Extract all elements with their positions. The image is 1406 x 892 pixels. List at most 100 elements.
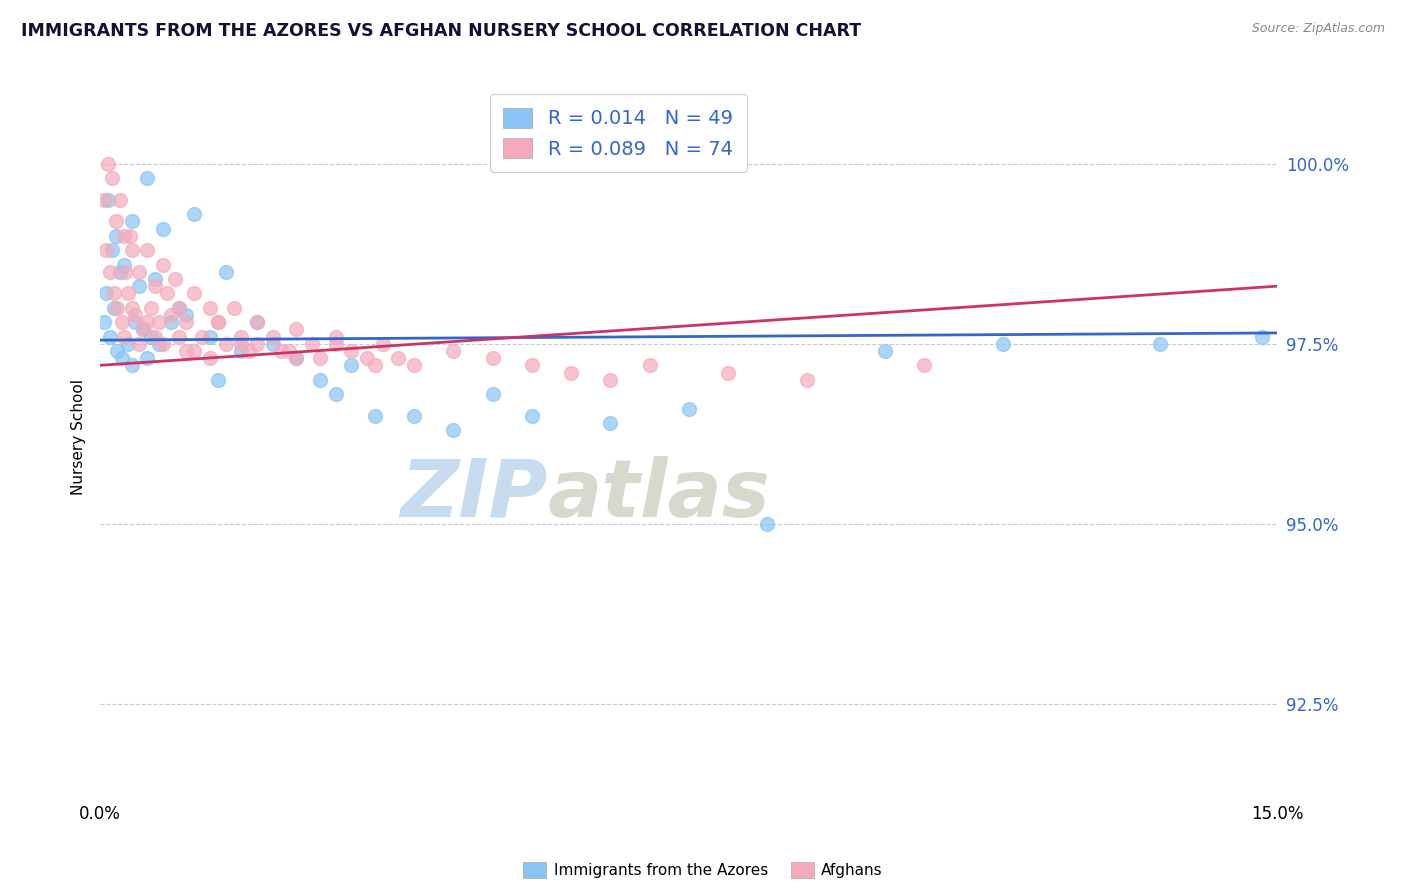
- Point: [167, 329, 190, 343]
- Text: IMMIGRANTS FROM THE AZORES VS AFGHAN NURSERY SCHOOL CORRELATION CHART: IMMIGRANTS FROM THE AZORES VS AFGHAN NUR…: [21, 22, 862, 40]
- Point: [121, 359, 143, 373]
- Point: [143, 329, 166, 343]
- Point: [301, 336, 323, 351]
- Point: [638, 359, 661, 373]
- Point: [105, 343, 128, 358]
- Point: [132, 322, 155, 336]
- Point: [96, 286, 118, 301]
- Point: [112, 258, 135, 272]
- Point: [520, 409, 543, 423]
- Point: [198, 351, 221, 365]
- Point: [285, 351, 308, 365]
- Point: [246, 315, 269, 329]
- Point: [222, 301, 245, 315]
- Point: [231, 336, 253, 351]
- Point: [121, 214, 143, 228]
- Text: Source: ZipAtlas.com: Source: ZipAtlas.com: [1251, 22, 1385, 36]
- Point: [128, 279, 150, 293]
- Point: [159, 315, 181, 329]
- Point: [167, 301, 190, 315]
- Point: [285, 351, 308, 365]
- Point: [325, 336, 347, 351]
- Point: [285, 322, 308, 336]
- Point: [118, 228, 141, 243]
- Point: [183, 343, 205, 358]
- Point: [215, 336, 238, 351]
- Point: [183, 207, 205, 221]
- Point: [520, 359, 543, 373]
- Point: [159, 308, 181, 322]
- Point: [481, 351, 503, 365]
- Point: [371, 336, 394, 351]
- Point: [108, 265, 131, 279]
- Point: [262, 336, 284, 351]
- Point: [97, 157, 120, 171]
- Point: [112, 228, 135, 243]
- Point: [101, 243, 124, 257]
- Point: [481, 387, 503, 401]
- Point: [238, 343, 260, 358]
- Point: [176, 308, 198, 322]
- Point: [270, 343, 292, 358]
- Point: [340, 343, 363, 358]
- Point: [387, 351, 409, 365]
- Point: [143, 279, 166, 293]
- Point: [136, 315, 159, 329]
- Point: [98, 329, 121, 343]
- Point: [103, 301, 125, 315]
- Point: [364, 359, 387, 373]
- Point: [340, 359, 363, 373]
- Point: [404, 409, 426, 423]
- Point: [599, 373, 621, 387]
- Legend: Immigrants from the Azores, Afghans: Immigrants from the Azores, Afghans: [517, 856, 889, 884]
- Point: [121, 243, 143, 257]
- Y-axis label: Nursery School: Nursery School: [72, 379, 86, 495]
- Point: [198, 329, 221, 343]
- Point: [191, 329, 214, 343]
- Point: [991, 336, 1014, 351]
- Point: [112, 329, 135, 343]
- Point: [560, 366, 582, 380]
- Point: [756, 516, 779, 531]
- Point: [98, 265, 121, 279]
- Point: [111, 351, 134, 365]
- Point: [93, 193, 115, 207]
- Point: [105, 301, 128, 315]
- Legend: R = 0.014   N = 49, R = 0.089   N = 74: R = 0.014 N = 49, R = 0.089 N = 74: [489, 95, 747, 172]
- Point: [325, 329, 347, 343]
- Point: [262, 329, 284, 343]
- Point: [176, 315, 198, 329]
- Point: [1250, 329, 1272, 343]
- Point: [167, 301, 190, 315]
- Point: [1149, 336, 1171, 351]
- Point: [231, 343, 253, 358]
- Point: [124, 315, 146, 329]
- Point: [912, 359, 935, 373]
- Point: [441, 423, 464, 437]
- Point: [441, 343, 464, 358]
- Point: [404, 359, 426, 373]
- Point: [599, 416, 621, 430]
- Point: [111, 315, 134, 329]
- Point: [97, 193, 120, 207]
- Point: [93, 315, 115, 329]
- Point: [873, 343, 896, 358]
- Point: [114, 265, 136, 279]
- Point: [132, 322, 155, 336]
- Point: [176, 343, 198, 358]
- Point: [215, 265, 238, 279]
- Point: [796, 373, 818, 387]
- Point: [141, 301, 163, 315]
- Point: [277, 343, 299, 358]
- Point: [143, 272, 166, 286]
- Point: [156, 286, 179, 301]
- Point: [717, 366, 740, 380]
- Point: [207, 315, 229, 329]
- Point: [152, 336, 174, 351]
- Point: [246, 336, 269, 351]
- Point: [96, 243, 118, 257]
- Point: [231, 329, 253, 343]
- Point: [136, 243, 159, 257]
- Text: ZIP: ZIP: [401, 456, 547, 534]
- Point: [104, 228, 127, 243]
